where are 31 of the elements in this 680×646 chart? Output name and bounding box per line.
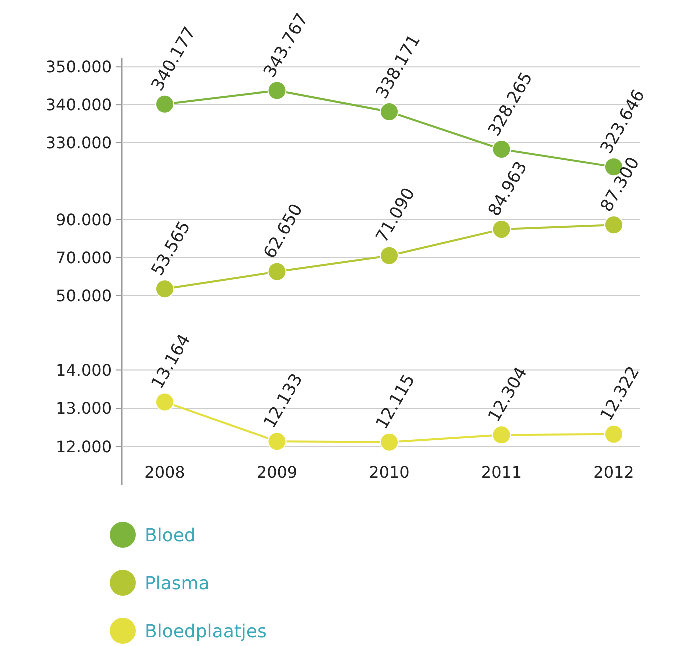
y-tick-label: 13.000 [56, 399, 112, 418]
point [268, 432, 287, 452]
y-tick-label: 12.000 [56, 437, 112, 456]
legend-label: Bloed [145, 525, 196, 546]
point [604, 216, 624, 235]
point [268, 262, 287, 282]
x-tick-label: 2012 [594, 463, 634, 482]
legend-label: Plasma [145, 573, 210, 594]
point [492, 140, 512, 160]
y-tick-label: 50.000 [56, 286, 112, 306]
legend-label: Bloedplaatjes [145, 621, 267, 642]
x-tick-label: 2009 [256, 463, 298, 482]
point [156, 94, 174, 114]
y-tick-label: 14.000 [56, 360, 112, 380]
y-tick-label: 90.000 [56, 210, 112, 230]
y-tick-label: 330.000 [46, 134, 112, 153]
point [492, 426, 512, 445]
point [380, 246, 399, 266]
y-tick-label: 70.000 [56, 248, 112, 268]
x-tick-label: 2010 [369, 463, 410, 482]
point [492, 220, 512, 240]
point [156, 392, 174, 412]
x-tick-label: 2011 [481, 463, 522, 482]
point [268, 81, 287, 100]
point [604, 424, 624, 444]
y-tick-label: 350.000 [46, 58, 112, 77]
point [380, 432, 399, 452]
point [380, 102, 399, 122]
y-tick-label: 340.000 [46, 96, 112, 115]
point [156, 280, 174, 299]
x-tick-label: 2008 [144, 463, 186, 482]
